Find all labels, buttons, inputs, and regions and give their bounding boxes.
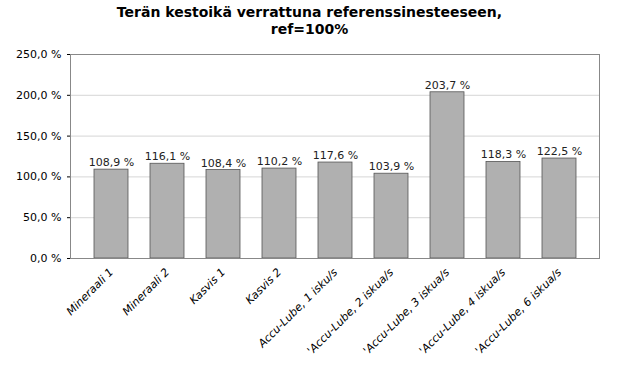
svg-text:108,9 %: 108,9 % [89, 156, 134, 169]
svg-text:'Accu-Lube, 2 iskua/s: 'Accu-Lube, 2 iskua/s [304, 265, 397, 357]
svg-text:118,3 %: 118,3 % [481, 148, 526, 161]
svg-text:0,0 %: 0,0 % [30, 252, 61, 265]
svg-text:Accu-Lube, 1 isku/s: Accu-Lube, 1 isku/s [255, 265, 341, 350]
svg-text:100,0 %: 100,0 % [16, 170, 61, 183]
svg-text:50,0 %: 50,0 % [23, 211, 61, 224]
svg-text:'Accu-Lube, 3 iskua/s: 'Accu-Lube, 3 iskua/s [360, 265, 453, 357]
svg-text:116,1 %: 116,1 % [145, 150, 190, 163]
svg-text:117,6 %: 117,6 % [313, 149, 358, 162]
svg-text:250,0 %: 250,0 % [16, 48, 61, 61]
html-text:Terän kestoikä verrattuna refe: Terän kestoikä verrattuna referenssinest… [116, 4, 503, 37]
svg-text:Mineraali 1: Mineraali 1 [64, 265, 116, 317]
svg-text:200,0 %: 200,0 % [16, 88, 61, 101]
svg-text:'Accu-Lube, 4 iskua/s: 'Accu-Lube, 4 iskua/s [416, 265, 509, 357]
svg-text:'Accu-Lube, 6 iskua/s: 'Accu-Lube, 6 iskua/s [473, 265, 565, 357]
svg-text:Kasvis 2: Kasvis 2 [243, 265, 284, 306]
svg-text:Kasvis 1: Kasvis 1 [187, 265, 228, 306]
svg-text:122,5 %: 122,5 % [537, 145, 582, 158]
svg-text:108,4 %: 108,4 % [201, 156, 246, 169]
svg-text:110,2 %: 110,2 % [257, 155, 302, 168]
svg-text:150,0 %: 150,0 % [16, 129, 61, 142]
svg-text:203,7 %: 203,7 % [425, 78, 470, 91]
svg-text:Mineraali 2: Mineraali 2 [120, 265, 172, 317]
svg-text:103,9 %: 103,9 % [369, 160, 414, 173]
